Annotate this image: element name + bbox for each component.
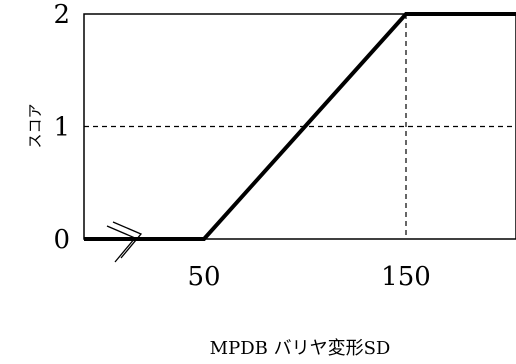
series-group	[84, 12, 516, 241]
x-tick-labels: 50 150	[187, 262, 430, 292]
axis-break-mark	[106, 221, 143, 263]
y-axis-title: スコア	[26, 103, 44, 148]
reference-lines	[84, 14, 516, 239]
x-tick-label-0: 50	[187, 262, 220, 292]
axis-break-stroke-1	[112, 221, 143, 259]
x-axis-title: MPDB バリヤ変形SD	[210, 338, 391, 359]
y-tick-label-2: 2	[53, 0, 70, 30]
axis-break-stroke-2	[106, 225, 137, 263]
series-line-0	[84, 12, 516, 241]
x-tick-label-1: 150	[381, 262, 431, 292]
y-tick-labels: 0 1 2	[53, 0, 70, 255]
y-tick-label-1: 1	[53, 113, 70, 143]
y-tick-label-0: 0	[53, 225, 70, 255]
